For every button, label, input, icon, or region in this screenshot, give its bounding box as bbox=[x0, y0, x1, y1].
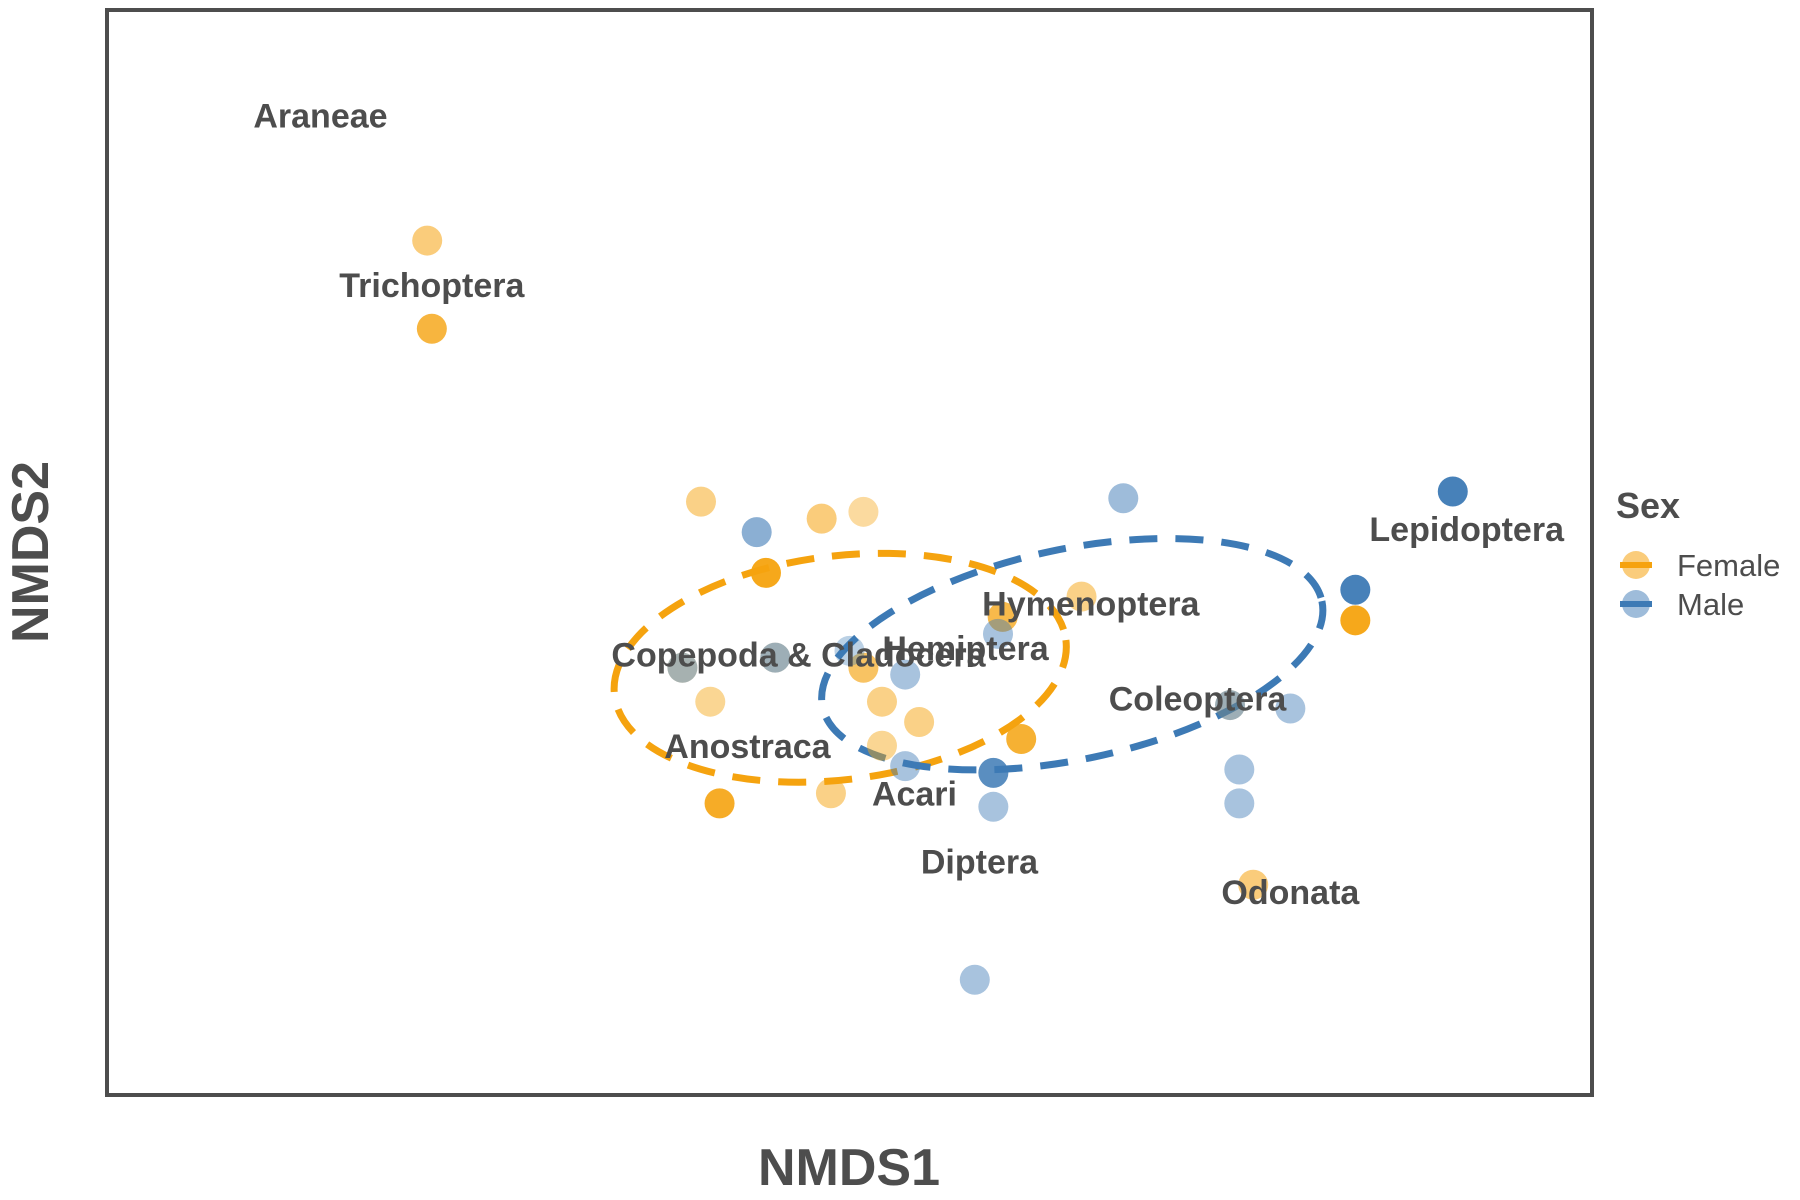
point-female-15 bbox=[866, 686, 897, 717]
point-male-9 bbox=[1224, 754, 1255, 785]
point-female-2 bbox=[686, 486, 716, 517]
confidence-ellipse-female bbox=[610, 549, 1070, 786]
x-axis-title: NMDS1 bbox=[758, 1139, 940, 1197]
taxon-label-diptera: Diptera bbox=[921, 843, 1039, 881]
point-male-8 bbox=[1275, 693, 1306, 724]
legend-key-dot-female bbox=[1622, 551, 1650, 579]
label-layer: Araneae Trichoptera Lepidoptera Hymenoptera… bbox=[253, 97, 1565, 911]
point-male-2 bbox=[1340, 574, 1371, 605]
taxon-label-acari: Acari bbox=[872, 776, 957, 814]
point-male-14 bbox=[1215, 690, 1246, 721]
point-male-6 bbox=[890, 751, 921, 782]
taxon-label-copepoda-cladocera: Copepoda & Cladocera bbox=[611, 637, 986, 675]
plot-area: Araneae Trichoptera Lepidoptera Hymenoptera… bbox=[105, 8, 1594, 1097]
point-female-6 bbox=[704, 788, 735, 819]
point-male-12 bbox=[667, 652, 698, 683]
legend-entry-female: Female bbox=[1620, 548, 1780, 583]
point-male-15 bbox=[983, 618, 1013, 649]
confidence-ellipse-male bbox=[818, 535, 1327, 774]
plot-border bbox=[105, 8, 1594, 1097]
legend-label-male: Male bbox=[1677, 587, 1744, 622]
taxon-label-lepidoptera: Lepidoptera bbox=[1369, 511, 1565, 549]
point-male-3 bbox=[741, 517, 772, 548]
point-female-11 bbox=[1066, 581, 1097, 612]
legend-title: Sex bbox=[1616, 485, 1680, 526]
point-female-8 bbox=[904, 707, 935, 738]
point-male-10 bbox=[1224, 788, 1255, 819]
point-female-7 bbox=[815, 778, 846, 809]
point-female-3 bbox=[750, 557, 781, 588]
point-female-16 bbox=[866, 730, 897, 761]
y-axis-title: NMDS2 bbox=[2, 461, 60, 643]
taxon-label-trichoptera: Trichoptera bbox=[339, 267, 525, 305]
ellipse-layer bbox=[610, 535, 1327, 786]
point-male-7 bbox=[978, 791, 1009, 822]
taxon-label-hemiptera: Hemiptera bbox=[882, 630, 1049, 668]
point-female-13 bbox=[1340, 605, 1371, 636]
point-female-18 bbox=[667, 652, 698, 683]
point-female-5 bbox=[848, 652, 879, 683]
point-layer bbox=[412, 225, 1468, 995]
point-female-10 bbox=[987, 601, 1018, 632]
taxon-label-araneae: Araneae bbox=[253, 97, 387, 135]
legend-entry-male: Male bbox=[1620, 587, 1744, 622]
point-male-0 bbox=[1108, 483, 1139, 514]
point-female-1 bbox=[416, 313, 447, 344]
point-male-5 bbox=[978, 757, 1009, 788]
taxon-label-odonata: Odonata bbox=[1221, 874, 1360, 912]
legend: Sex Female Male bbox=[1616, 485, 1780, 622]
point-female-0 bbox=[412, 225, 443, 256]
legend-key-dot-male bbox=[1622, 590, 1650, 618]
point-male-4 bbox=[890, 659, 921, 690]
point-male-13 bbox=[760, 642, 791, 673]
taxon-label-anostraca: Anostraca bbox=[664, 728, 831, 766]
point-male-16 bbox=[834, 635, 865, 666]
point-female-4 bbox=[806, 503, 837, 534]
legend-label-female: Female bbox=[1677, 548, 1780, 583]
point-female-9 bbox=[1006, 723, 1037, 754]
point-male-1 bbox=[1437, 476, 1468, 507]
taxon-label-hymenoptera: Hymenoptera bbox=[982, 586, 1200, 624]
point-female-12 bbox=[1238, 869, 1269, 900]
taxon-label-coleoptera: Coleoptera bbox=[1109, 681, 1288, 719]
point-female-17 bbox=[848, 496, 879, 527]
point-female-14 bbox=[695, 686, 726, 717]
point-male-11 bbox=[959, 964, 990, 995]
